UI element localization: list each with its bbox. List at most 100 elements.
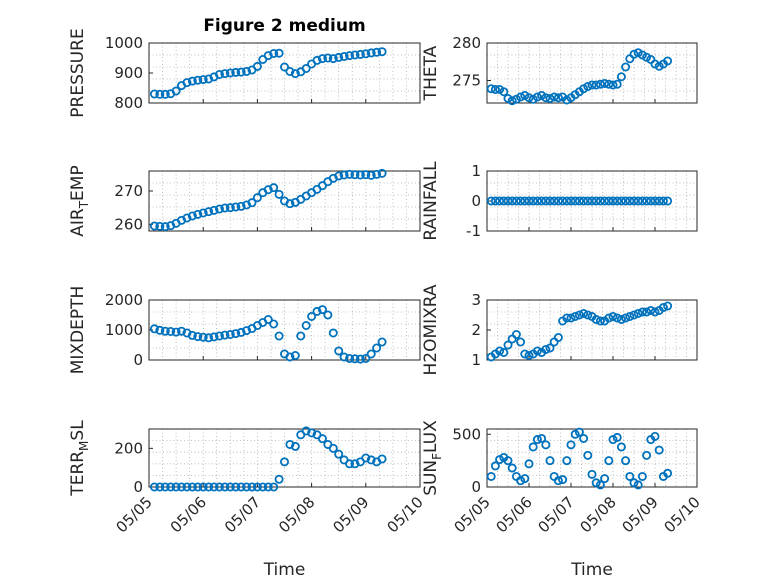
data-point [225,68,235,78]
data-point [490,85,500,95]
data-point [553,196,563,206]
data-point [587,469,597,479]
data-point [621,62,631,72]
data-point [583,450,593,460]
data-point [182,78,192,88]
data-point [553,332,563,342]
data-point [495,346,505,356]
data-point [361,353,371,363]
data-point [149,221,159,231]
x-tick-label: 05/09 [329,493,372,536]
data-point [263,482,273,492]
data-point [637,307,647,317]
x-tick-label: 05/08 [275,493,318,536]
data-point [231,329,241,339]
data-point [366,455,376,465]
y-tick-label: 800 [114,94,143,112]
data-point [345,51,355,61]
data-point [524,196,534,206]
data-point [366,48,376,58]
data-point [160,222,170,232]
data-point [616,196,626,206]
data-point [650,307,660,317]
data-point [355,170,365,180]
axes-frame [148,170,421,232]
data-point [155,89,165,99]
data-series [149,426,387,492]
data-point [317,54,327,64]
data-point [187,330,197,340]
y-tick-label: 0 [133,351,143,369]
x-tick-label: 05/07 [221,493,264,536]
data-point [642,307,652,317]
data-point [220,330,230,340]
data-point [247,198,257,208]
data-point [499,87,509,97]
data-point [345,459,355,469]
data-point [570,311,580,321]
data-point [361,453,371,463]
data-point [307,428,317,438]
data-point [328,443,338,453]
data-point [545,196,555,206]
data-point [633,196,643,206]
data-point [160,482,170,492]
data-point [366,349,376,359]
data-point [198,482,208,492]
data-point [317,305,327,315]
data-point [600,474,610,484]
data-point [193,332,203,342]
data-point [236,327,246,337]
data-point [355,49,365,59]
data-point [279,457,289,467]
y-tick-label: -1 [466,222,481,240]
data-point [495,196,505,206]
data-point [595,196,605,206]
x-tick-label: 05/05 [451,493,494,536]
data-point [198,75,208,85]
data-point [339,170,349,180]
y-axis-label: THETA [421,45,441,101]
data-point [625,471,635,481]
data-point [566,440,576,450]
data-series [486,48,673,106]
x-tick-label: 05/09 [619,493,662,536]
axes-frame [486,428,698,488]
x-tick-label: 05/06 [493,493,536,536]
data-point [220,482,230,492]
data-point [608,196,618,206]
data-point [604,196,614,206]
data-point [263,185,273,195]
data-point [301,64,311,74]
data-point [507,196,517,206]
data-point [612,79,622,89]
data-point [269,319,279,329]
data-point [524,93,534,103]
x-axis-label: Time [263,560,306,580]
data-point [312,306,322,316]
data-point [604,79,614,89]
data-point [486,84,496,94]
data-point [274,331,284,341]
data-point [263,51,273,61]
data-point [633,480,643,490]
data-point [499,347,509,357]
y-axis-label: RAINFALL [421,161,441,241]
data-point [372,343,382,353]
data-point [562,196,572,206]
data-point [604,456,614,466]
data-point [516,337,526,347]
data-point [307,311,317,321]
data-point [663,196,673,206]
data-point [579,433,589,443]
data-point [225,329,235,339]
data-point [209,205,219,215]
x-tick-label: 05/08 [577,493,620,536]
data-point [503,456,513,466]
data-point [507,96,517,106]
axes-background [148,170,421,232]
data-point [220,69,230,79]
data-point [616,314,626,324]
data-point [155,482,165,492]
data-point [269,183,279,193]
